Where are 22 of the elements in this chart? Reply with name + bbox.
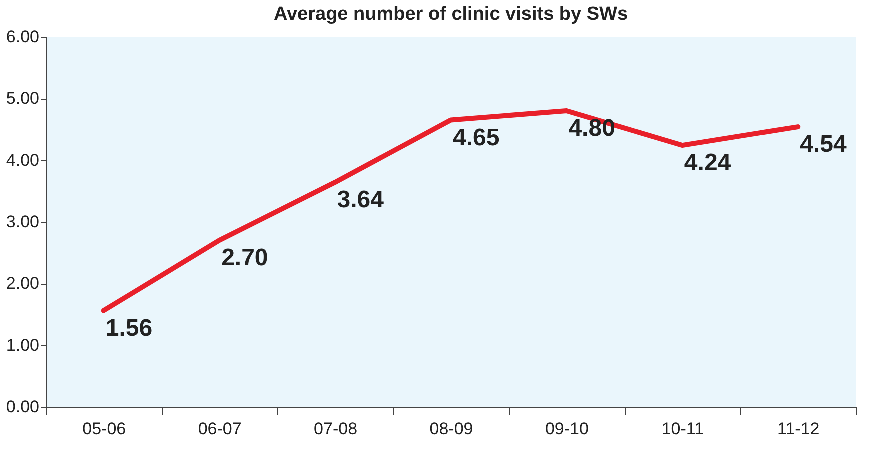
x-tick-label: 05-06 [82, 420, 126, 438]
x-tick-label: 11-12 [778, 420, 820, 438]
y-tick-label: 3.00 [6, 212, 40, 232]
y-tick-label: 1.00 [6, 336, 40, 355]
y-tick-label: 0.00 [6, 398, 40, 416]
y-tick-label: 2.00 [6, 274, 40, 294]
x-tick-label: 08-09 [430, 420, 474, 438]
data-label: 1.56 [106, 314, 153, 342]
x-tick-label: 09-10 [545, 420, 589, 438]
x-tick-label: 06-07 [198, 420, 242, 438]
data-label: 2.70 [222, 244, 268, 272]
data-label: 4.54 [800, 131, 848, 158]
data-label: 4.65 [453, 124, 500, 152]
data-label: 4.24 [684, 150, 732, 177]
data-label: 3.64 [337, 186, 385, 214]
y-tick-label: 6.00 [6, 28, 40, 46]
data-label: 4.80 [568, 115, 616, 142]
y-tick-label: 4.00 [6, 150, 40, 170]
x-tick-label: 07-08 [314, 420, 358, 438]
chart-title: Average number of clinic visits by SWs [274, 4, 628, 25]
y-tick-label: 5.00 [6, 89, 40, 108]
x-tick-label: 10-11 [662, 420, 704, 438]
